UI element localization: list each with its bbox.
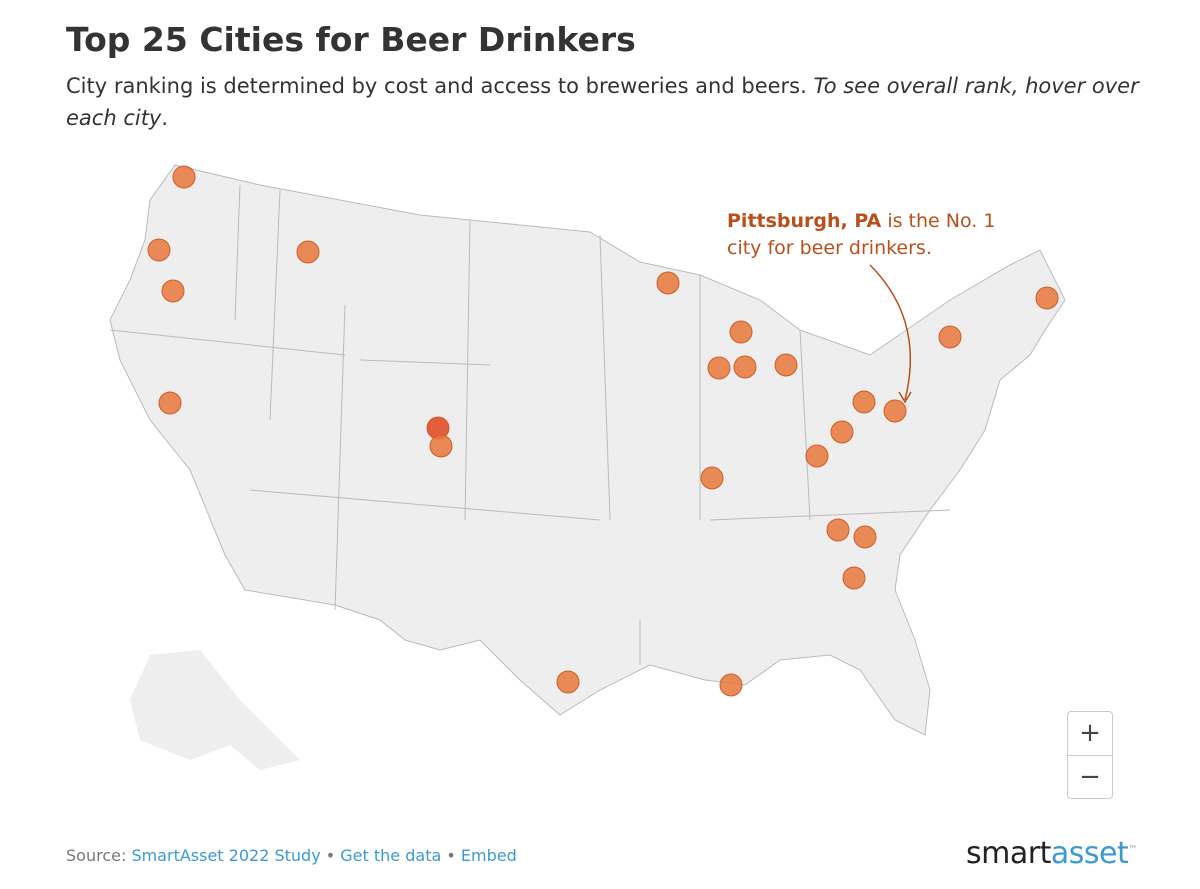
logo: smartasset™ (966, 836, 1137, 871)
annotation-text: is the No. 1 city for beer drinkers. (727, 210, 996, 259)
subtitle-end: . (161, 106, 169, 130)
annotation-arrow (869, 264, 911, 401)
zoom-in[interactable]: + (1079, 718, 1101, 748)
alaska (130, 650, 300, 770)
zoom-out[interactable]: − (1068, 755, 1112, 799)
city-markers[interactable] (147, 165, 1059, 697)
link[interactable]: Get the data (340, 846, 442, 865)
logo-part: asset (1050, 836, 1129, 871)
source-label: Source: (66, 846, 127, 865)
subtitle: City ranking is determined by cost and a… (66, 70, 1146, 134)
separator: • (325, 846, 336, 865)
title: Top 25 Cities for Beer Drinkers (66, 20, 636, 59)
zoom-control: + − (1067, 711, 1113, 799)
arrow-head (898, 391, 912, 404)
footer: Source: SmartAsset 2022 Study • Get the … (66, 846, 517, 865)
link[interactable]: SmartAsset 2022 Study (131, 846, 321, 865)
us-map (109, 164, 1066, 736)
subtitle-italic: To see overall rank, hover over each cit… (66, 74, 1139, 130)
annotation: Pittsburgh, PA is the No. 1 city for bee… (727, 208, 1017, 262)
logo-part: smart (966, 836, 1051, 871)
subtitle-text: City ranking is determined by cost and a… (66, 74, 807, 98)
separator: • (446, 846, 456, 865)
annotation-bold: Pittsburgh, PA (727, 210, 882, 232)
link[interactable]: Embed (460, 846, 517, 865)
logo-mark: ™ (1128, 845, 1137, 855)
state-lines (109, 184, 951, 665)
